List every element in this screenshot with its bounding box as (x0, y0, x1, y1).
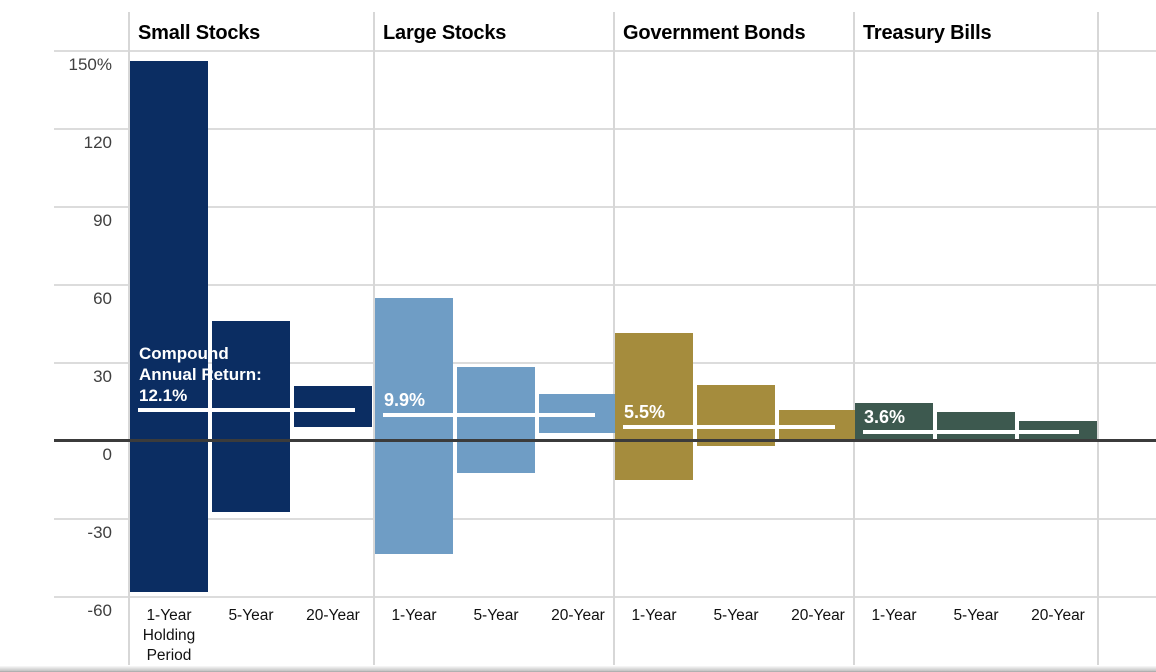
y-axis-tick-label: -30 (87, 523, 112, 542)
x-axis-tick-label-line: Period (146, 647, 192, 664)
return-range-bar (937, 412, 1015, 441)
x-axis-tick-label-line: 20-Year (791, 607, 845, 624)
y-axis-tick-label: 0 (102, 445, 112, 464)
group-separator (1097, 12, 1099, 665)
gridline (54, 284, 1156, 286)
compound-return-line (623, 424, 835, 429)
x-axis-tick-label-line: 20-Year (551, 607, 605, 624)
x-axis-tick-label: 5-Year (931, 606, 1021, 626)
compound-return-label-line: 9.9% (384, 390, 426, 411)
x-axis-tick-label-line: 1-Year (871, 607, 917, 624)
return-range-bar (212, 321, 290, 513)
compound-return-label-line: 5.5% (624, 401, 666, 422)
x-axis-tick-label: 5-Year (691, 606, 781, 626)
return-range-bar (375, 298, 453, 555)
group-title: Government Bonds (623, 22, 806, 44)
gridline (54, 50, 1156, 52)
gridline (54, 206, 1156, 208)
compound-return-label: 3.6% (864, 407, 905, 428)
x-axis-tick-label-line: Holding (142, 627, 196, 644)
x-axis-tick-label-line: 5-Year (953, 607, 999, 624)
x-axis-tick-label: 20-Year (1013, 606, 1103, 626)
compound-return-label-line: Annual Return: (139, 364, 262, 384)
return-range-bar (130, 61, 208, 592)
x-axis-tick-label-line: 5-Year (713, 607, 759, 624)
zero-axis-line (54, 439, 1156, 442)
return-range-bar (294, 386, 372, 427)
compound-return-label-line: Compound (139, 343, 229, 363)
x-axis-tick-label-line: 1-Year (631, 607, 677, 624)
group-separator (613, 12, 615, 665)
gridline (54, 518, 1156, 520)
x-axis-tick-label: 1-Year (369, 606, 459, 626)
x-axis-tick-label-line: 20-Year (1031, 607, 1085, 624)
gridline (54, 128, 1156, 130)
gridline (54, 596, 1156, 598)
x-axis-tick-label: 20-Year (288, 606, 378, 626)
group-separator (373, 12, 375, 665)
y-axis-tick-label: 150% (68, 55, 112, 74)
bottom-window-edge (0, 666, 1156, 672)
x-axis-tick-label: 20-Year (533, 606, 623, 626)
x-axis-tick-label-line: 5-Year (473, 607, 519, 624)
y-axis-tick-label: 90 (93, 211, 112, 230)
group-title: Large Stocks (383, 22, 507, 44)
compound-return-line (383, 413, 595, 418)
group-separator (128, 12, 130, 665)
x-axis-tick-label: 1-Year Holding Period (124, 606, 214, 666)
x-axis-tick-label: 1-Year (609, 606, 699, 626)
x-axis-tick-label: 5-Year (206, 606, 296, 626)
gridline (54, 362, 1156, 364)
x-axis-tick-label-line: 5-Year (228, 607, 274, 624)
x-axis-tick-label: 20-Year (773, 606, 863, 626)
x-axis-tick-label: 1-Year (849, 606, 939, 626)
group-separator (853, 12, 855, 665)
y-axis-tick-label: 30 (93, 367, 112, 386)
compound-return-label: 5.5% (624, 402, 665, 423)
x-axis-tick-label-line: 1-Year (391, 607, 437, 624)
compound-return-label: Compound Annual Return: 12.1% (139, 343, 262, 406)
x-axis-tick-label-line: 20-Year (306, 607, 360, 624)
compound-return-label: 9.9% (384, 390, 425, 411)
return-range-bar (855, 402, 933, 441)
return-range-bar (615, 333, 693, 480)
y-axis-tick-label: 60 (93, 289, 112, 308)
x-axis-tick-label: 5-Year (451, 606, 541, 626)
group-title: Small Stocks (138, 22, 261, 44)
return-range-bar (779, 409, 857, 440)
compound-return-label-line: 12.1% (139, 385, 188, 405)
y-axis-tick-label: 120 (83, 133, 112, 152)
compound-return-label-line: 3.6% (864, 406, 906, 427)
x-axis-tick-label-line: 1-Year (146, 607, 192, 624)
compound-return-line (863, 429, 1079, 434)
return-range-bar (697, 384, 775, 447)
return-range-bar (457, 366, 535, 474)
group-title: Treasury Bills (863, 22, 992, 44)
y-axis-tick-label: -60 (87, 601, 112, 620)
compound-return-line (138, 407, 355, 412)
